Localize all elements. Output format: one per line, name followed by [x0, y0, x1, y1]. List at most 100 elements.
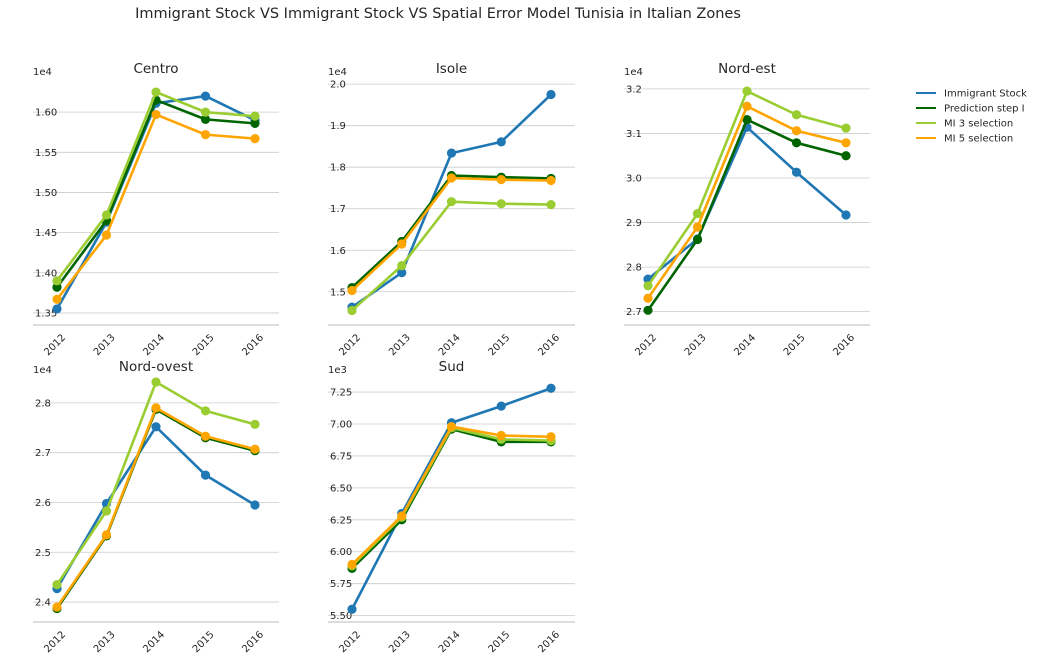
x-tick-label: 2016 — [240, 332, 266, 358]
legend-label: MI 5 selection — [944, 134, 1013, 145]
series-immigrant-stock — [52, 91, 260, 314]
y-tick-label: 2.8 — [35, 398, 51, 409]
data-point — [496, 199, 506, 209]
data-point — [692, 222, 703, 232]
x-tick-label: 2012 — [42, 332, 68, 358]
y-exponent-label: 1e4 — [328, 67, 347, 78]
data-point — [250, 134, 260, 144]
data-point — [742, 86, 752, 96]
y-tick-label: 1.50 — [35, 188, 57, 199]
data-point — [791, 126, 802, 136]
series-mi-5-selection — [347, 173, 556, 296]
y-tick-label: 6.25 — [330, 515, 352, 526]
y-tick-label: 1.35 — [35, 308, 57, 319]
x-tick-label: 2015 — [191, 332, 217, 358]
y-tick-label: 1.45 — [35, 228, 57, 239]
series-line — [351, 426, 552, 567]
data-point — [347, 285, 357, 296]
data-point — [496, 137, 506, 147]
panel-title: Isole — [436, 61, 467, 77]
y-tick-label: 1.7 — [330, 204, 346, 215]
data-point — [200, 130, 211, 140]
x-tick-label: 2013 — [387, 332, 413, 358]
y-tick-label: 7.25 — [330, 388, 352, 399]
data-point — [151, 87, 161, 97]
data-point — [347, 604, 357, 614]
data-point — [446, 148, 457, 158]
data-point — [347, 559, 357, 570]
legend-label: Immigrant Stock — [944, 89, 1027, 100]
data-point — [200, 431, 211, 441]
series-immigrant-stock — [347, 383, 556, 614]
legend-item: Prediction step I — [916, 104, 1025, 115]
x-tick-label: 2016 — [536, 332, 562, 358]
data-point — [841, 151, 851, 161]
panel-centro: 1.35 1.40 1.45 1.50 1.55 1.60 2012 2013 2014 2015… — [33, 61, 279, 358]
data-point — [496, 175, 506, 185]
data-point — [546, 432, 556, 442]
y-tick-label: 6.00 — [330, 547, 352, 558]
data-point — [397, 268, 407, 278]
data-point — [742, 115, 752, 125]
series-line — [55, 113, 256, 301]
data-point — [496, 430, 506, 441]
x-tick-label: 2013 — [387, 629, 413, 655]
series-mi-3-selection — [643, 86, 851, 291]
data-point — [52, 282, 62, 292]
data-point — [101, 530, 112, 540]
y-exponent-label: 1e4 — [33, 365, 52, 376]
y-tick-label: 1.55 — [35, 148, 57, 159]
series-line — [351, 427, 551, 570]
y-tick-label: 1.9 — [330, 121, 346, 132]
data-point — [692, 209, 703, 219]
y-tick-label: 2.4 — [35, 598, 51, 609]
x-tick-label: 2012 — [337, 629, 363, 655]
x-tick-label: 2014 — [437, 332, 463, 358]
data-point — [52, 304, 62, 314]
series-line — [351, 174, 552, 289]
data-point — [200, 470, 211, 480]
data-point — [347, 305, 357, 316]
x-tick-label: 2014 — [141, 629, 167, 655]
y-tick-label: 2.5 — [35, 548, 51, 559]
data-point — [200, 114, 211, 124]
data-point — [742, 101, 752, 111]
data-point — [546, 175, 556, 186]
data-point — [841, 210, 851, 220]
y-tick-label: 2.7 — [35, 448, 51, 459]
x-tick-label: 2014 — [437, 629, 463, 655]
data-point — [250, 118, 260, 128]
series-mi-3-selection — [52, 87, 260, 286]
data-point — [643, 281, 653, 291]
data-point — [52, 602, 62, 612]
data-point — [397, 261, 407, 271]
data-point — [101, 210, 112, 220]
panel-title: Sud — [439, 359, 465, 375]
y-tick-label: 5.75 — [330, 579, 352, 590]
series-line — [646, 118, 847, 312]
y-tick-label: 3.2 — [626, 84, 642, 95]
x-tick-label: 2012 — [42, 629, 68, 655]
data-point — [200, 107, 211, 117]
data-point — [397, 511, 407, 521]
legend-item: MI 5 selection — [916, 134, 1013, 145]
x-tick-label: 2012 — [633, 332, 659, 358]
y-tick-label: 7.00 — [330, 419, 352, 430]
x-tick-label: 2013 — [92, 332, 118, 358]
series-mi-3-selection — [347, 423, 556, 571]
data-point — [791, 138, 802, 148]
panel-isole: 1.5 1.6 1.7 1.8 1.9 2.0 2012 2013 2014 2015 2016 1e… — [328, 61, 575, 358]
y-tick-label: 2.8 — [626, 263, 642, 274]
data-point — [446, 173, 457, 183]
data-point — [52, 276, 62, 286]
legend: Immigrant Stock Prediction step I MI 3 sel… — [916, 89, 1027, 145]
data-point — [200, 91, 211, 101]
series-prediction-step-i — [643, 115, 851, 315]
x-tick-label: 2014 — [141, 332, 167, 358]
data-point — [200, 406, 211, 416]
y-exponent-label: 1e4 — [33, 67, 52, 78]
data-point — [791, 110, 802, 120]
series-mi-3-selection — [347, 197, 556, 316]
data-point — [151, 403, 161, 413]
y-tick-label: 6.50 — [330, 483, 352, 494]
